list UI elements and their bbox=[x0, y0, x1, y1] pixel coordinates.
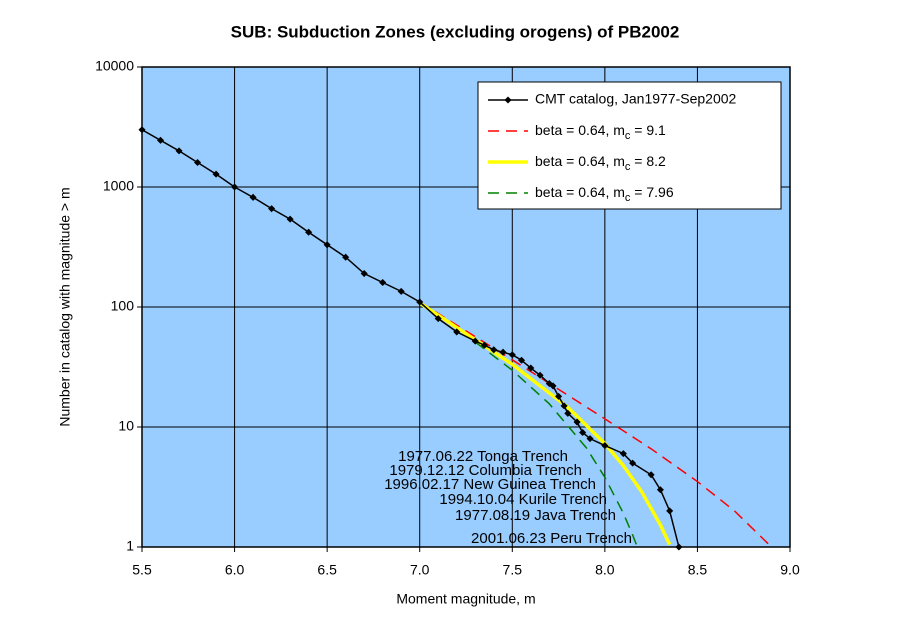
data-point bbox=[490, 346, 498, 354]
x-tick-label: 7.5 bbox=[503, 562, 523, 578]
legend-marker bbox=[504, 96, 512, 104]
legend-label: beta = 0.64, mc = 7.96 bbox=[535, 184, 674, 204]
y-axis-title: Number in catalog with magnitude > m bbox=[57, 187, 73, 426]
y-tick-label: 10000 bbox=[95, 58, 134, 74]
x-tick-label: 8.0 bbox=[595, 562, 615, 578]
data-point bbox=[518, 356, 526, 364]
data-point bbox=[453, 328, 461, 336]
series-line bbox=[474, 341, 638, 545]
data-point bbox=[656, 486, 664, 494]
data-point bbox=[397, 287, 405, 295]
x-tick-label: 7.0 bbox=[410, 562, 430, 578]
data-point bbox=[156, 136, 165, 144]
data-point bbox=[508, 351, 516, 359]
x-tick-label: 6.5 bbox=[317, 562, 337, 578]
y-tick-label: 100 bbox=[111, 298, 135, 314]
data-point bbox=[666, 507, 674, 515]
annotation: 1996.02.17 New Guinea Trench bbox=[384, 476, 596, 493]
x-tick-label: 9.0 bbox=[780, 562, 800, 578]
data-point bbox=[360, 270, 368, 278]
data-point bbox=[573, 418, 581, 426]
y-tick-label: 1 bbox=[126, 538, 134, 554]
data-point bbox=[675, 543, 683, 551]
legend-label: beta = 0.64, mc = 8.2 bbox=[535, 153, 666, 173]
x-tick-label: 8.5 bbox=[688, 562, 708, 578]
data-point bbox=[555, 392, 563, 400]
data-point bbox=[305, 228, 313, 236]
series-line bbox=[419, 301, 773, 548]
data-point bbox=[471, 337, 479, 345]
annotation: 2001.06.23 Peru Trench bbox=[471, 530, 632, 547]
chart-title: SUB: Subduction Zones (excluding orogens… bbox=[231, 22, 680, 41]
data-point bbox=[175, 147, 183, 155]
data-point bbox=[586, 435, 594, 443]
data-point bbox=[564, 409, 572, 417]
data-point bbox=[601, 442, 609, 450]
annotation: 1979.12.12 Columbia Trench bbox=[389, 462, 582, 479]
annotation: 1977.08.19 Java Trench bbox=[455, 507, 616, 524]
annotation: 1977.06.22 Tonga Trench bbox=[398, 448, 568, 465]
data-point bbox=[560, 402, 568, 410]
data-point bbox=[549, 382, 557, 390]
plot-border bbox=[141, 66, 791, 548]
data-point bbox=[527, 364, 535, 372]
data-point bbox=[379, 278, 387, 287]
legend-label: beta = 0.64, mc = 9.1 bbox=[535, 122, 666, 142]
legend-label: CMT catalog, Jan1977-Sep2002 bbox=[535, 91, 737, 107]
data-point bbox=[579, 428, 587, 437]
y-tick-label: 1000 bbox=[103, 178, 134, 194]
annotation: 1994.10.04 Kurile Trench bbox=[439, 491, 607, 508]
y-tick-label: 10 bbox=[118, 418, 134, 434]
data-point bbox=[249, 193, 257, 201]
data-point bbox=[212, 170, 220, 178]
data-point bbox=[536, 371, 544, 379]
data-point bbox=[619, 450, 627, 458]
data-point bbox=[480, 341, 489, 349]
data-point bbox=[647, 471, 655, 479]
x-axis-title: Moment magnitude, m bbox=[396, 591, 535, 607]
series-line bbox=[418, 301, 672, 546]
x-tick-label: 6.0 bbox=[225, 562, 245, 578]
data-point bbox=[138, 126, 146, 134]
x-tick-label: 5.5 bbox=[132, 562, 152, 578]
data-point bbox=[323, 241, 331, 249]
legend-box bbox=[477, 81, 782, 210]
data-point bbox=[286, 215, 294, 223]
data-point bbox=[194, 158, 202, 167]
data-point bbox=[629, 459, 637, 467]
data-point bbox=[434, 315, 442, 323]
data-point bbox=[416, 298, 424, 306]
data-point bbox=[268, 205, 276, 213]
data-point bbox=[231, 183, 239, 191]
data-point bbox=[499, 348, 507, 356]
